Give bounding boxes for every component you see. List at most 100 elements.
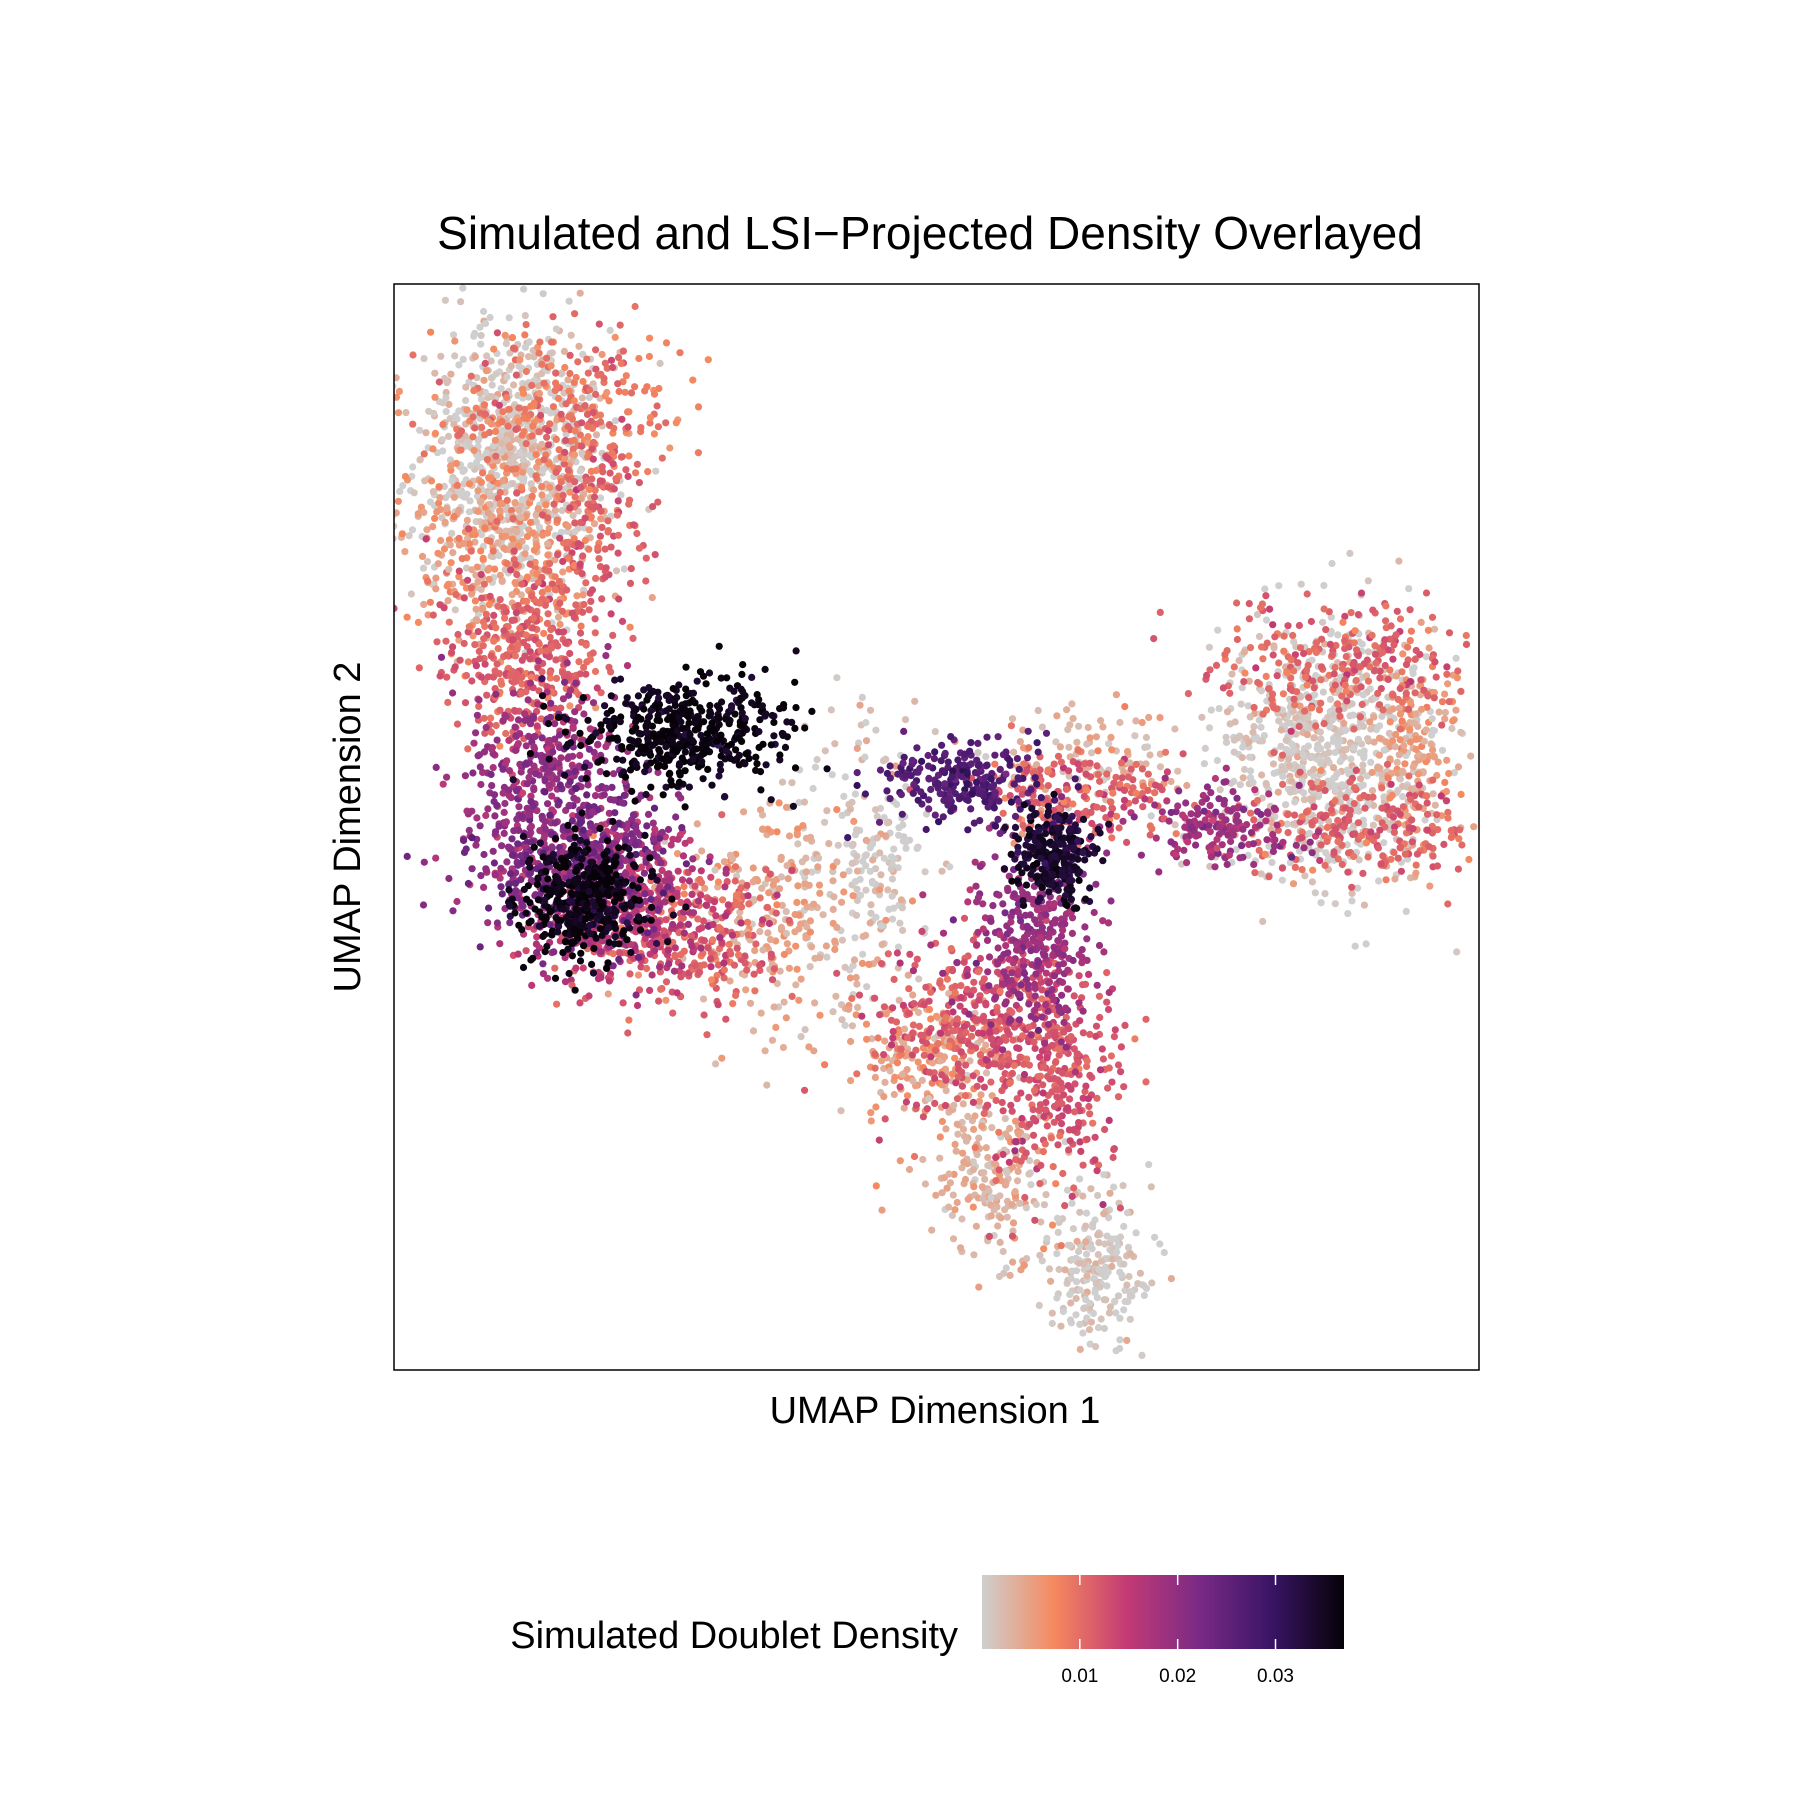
scatter-point (851, 878, 860, 886)
scatter-point (1116, 718, 1124, 727)
scatter-point (620, 565, 628, 573)
scatter-point (448, 477, 456, 485)
scatter-point (609, 950, 617, 958)
scatter-point (846, 974, 855, 982)
scatter-point (421, 477, 429, 485)
scatter-point (1409, 669, 1417, 678)
scatter-point (945, 1170, 953, 1178)
scatter-points (394, 284, 1479, 1359)
scatter-point (534, 505, 542, 513)
scatter-point (1006, 1271, 1014, 1279)
scatter-point (571, 427, 579, 435)
scatter-point (408, 526, 417, 534)
scatter-point (797, 975, 805, 983)
scatter-point (1375, 877, 1383, 885)
scatter-point (733, 944, 741, 952)
scatter-point (1275, 582, 1283, 590)
scatter-point (1327, 613, 1335, 621)
scatter-point (1233, 635, 1241, 644)
scatter-point (1246, 753, 1254, 761)
scatter-point (1317, 676, 1325, 684)
scatter-point (566, 504, 574, 512)
scatter-point (438, 436, 446, 444)
scatter-point (1106, 798, 1114, 806)
scatter-point (735, 951, 743, 959)
scatter-point (552, 369, 560, 377)
scatter-point (530, 402, 538, 410)
scatter-point (1109, 789, 1117, 797)
scatter-point (462, 396, 470, 405)
scatter-point (718, 1054, 726, 1062)
scatter-point (914, 1058, 922, 1066)
scatter-point (427, 328, 435, 336)
scatter-point (1230, 663, 1238, 671)
scatter-point (960, 1158, 968, 1166)
scatter-point (845, 867, 853, 875)
scatter-point (635, 354, 643, 363)
scatter-point (1298, 834, 1306, 842)
scatter-point (443, 673, 451, 681)
scatter-point (532, 472, 540, 480)
scatter-point (609, 460, 617, 468)
scatter-point (1390, 828, 1398, 837)
scatter-point (1346, 549, 1354, 558)
scatter-point (1283, 669, 1291, 677)
scatter-point (851, 934, 859, 942)
scatter-point (1019, 821, 1027, 829)
scatter-point (577, 483, 585, 492)
scatter-point (590, 438, 598, 446)
scatter-point (1097, 1257, 1105, 1265)
scatter-point (511, 707, 519, 715)
scatter-point (996, 1192, 1004, 1200)
scatter-point (409, 351, 417, 359)
scatter-point (478, 531, 486, 539)
scatter-point (564, 522, 572, 531)
scatter-point (777, 923, 786, 932)
scatter-point (587, 467, 595, 475)
scatter-point (928, 1226, 936, 1234)
scatter-point (596, 411, 605, 419)
scatter-point (1422, 589, 1431, 597)
scatter-point (1302, 808, 1311, 816)
scatter-point (1146, 751, 1154, 759)
scatter-point (521, 550, 529, 558)
scatter-point (1344, 910, 1352, 918)
scatter-point (1278, 864, 1286, 872)
scatter-point (1120, 1306, 1128, 1314)
scatter-point (1132, 717, 1140, 725)
scatter-point (1340, 823, 1348, 831)
scatter-point (1310, 803, 1318, 811)
scatter-point (1052, 1180, 1060, 1188)
scatter-point (547, 409, 555, 417)
scatter-point (803, 903, 811, 911)
scatter-point (1002, 1264, 1010, 1272)
scatter-point (431, 369, 439, 377)
scatter-point (1246, 774, 1255, 782)
scatter-point (936, 1154, 944, 1162)
scatter-point (490, 345, 498, 353)
scatter-point (511, 579, 519, 587)
scatter-point (426, 498, 435, 506)
scatter-point (522, 688, 530, 696)
scatter-point (416, 426, 424, 434)
scatter-point (626, 623, 634, 631)
scatter-point (480, 307, 488, 316)
scatter-point (538, 511, 547, 519)
scatter-point (1230, 748, 1238, 756)
scatter-point (1351, 627, 1359, 635)
scatter-point (394, 535, 397, 543)
scatter-point (841, 1021, 849, 1029)
scatter-point (1113, 812, 1121, 820)
scatter-point (1042, 1191, 1050, 1199)
scatter-point (792, 981, 800, 989)
scatter-point (450, 513, 458, 521)
scatter-point (480, 580, 488, 588)
scatter-point (1265, 873, 1273, 881)
scatter-point (1408, 838, 1416, 846)
scatter-point (1352, 766, 1360, 775)
scatter-point (801, 1026, 809, 1034)
scatter-point (1203, 671, 1211, 680)
scatter-point (1369, 821, 1377, 829)
scatter-point (458, 555, 466, 563)
scatter-point (520, 462, 529, 470)
